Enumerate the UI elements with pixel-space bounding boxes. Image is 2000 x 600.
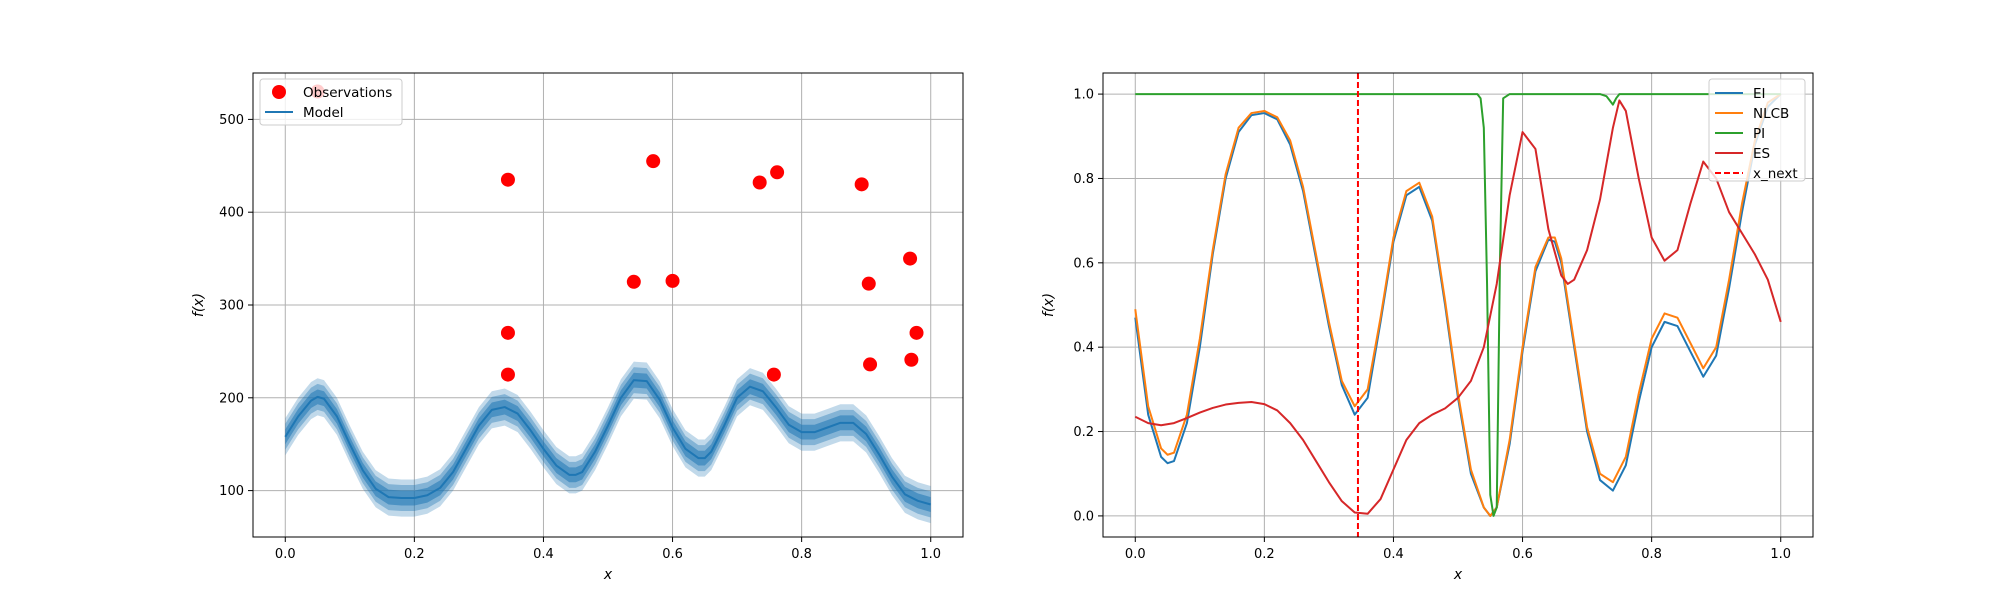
acquisition-plot-legend: EI NLCB PI ES x_next: [1708, 78, 1806, 182]
y-tick-label: 0.4: [1073, 341, 1094, 356]
nlcb-curve: [1134, 93, 1782, 517]
x-tick-label: 1.0: [920, 547, 941, 562]
observation-point: [904, 352, 919, 367]
observation-point: [500, 367, 515, 382]
acquisition-plot-y-axis-label: f(x): [1041, 293, 1057, 317]
legend-observations-marker: [272, 85, 286, 99]
x-tick-label: 0.0: [1125, 547, 1146, 562]
model-plot-grid: [253, 73, 963, 537]
acquisition-plot-x-axis-label: x: [1453, 567, 1463, 583]
acquisition-plot-y-ticks: 0.0 0.2 0.4 0.6 0.8 1.0: [1073, 88, 1103, 524]
acquisition-plot-grid: [1103, 73, 1813, 537]
acquisition-plot-legend-box: [1708, 78, 1806, 182]
legend-x-next-label: x_next: [1753, 166, 1798, 182]
model-plot: 0.0 0.2 0.4 0.6 0.8 1.0 100 200 300 400 500 x f(x…: [191, 72, 964, 583]
observation-point: [903, 251, 918, 266]
observation-point: [500, 172, 515, 187]
observation-point: [770, 165, 785, 180]
x-tick-label: 0.0: [275, 547, 296, 562]
observation-point: [752, 175, 767, 190]
model-plot-y-ticks: 100 200 300 400 500: [219, 113, 253, 499]
observation-point: [500, 325, 515, 340]
x-tick-label: 0.6: [1512, 547, 1533, 562]
x-tick-label: 0.2: [1254, 547, 1275, 562]
observation-point: [861, 276, 876, 291]
x-tick-label: 1.0: [1770, 547, 1791, 562]
es-curve: [1134, 99, 1782, 515]
observation-point: [626, 274, 641, 289]
x-tick-label: 0.8: [791, 547, 812, 562]
model-plot-legend-box: [259, 78, 403, 126]
x-tick-label: 0.8: [1641, 547, 1662, 562]
model-plot-lines: [284, 379, 932, 506]
y-tick-label: 0.8: [1073, 172, 1094, 187]
observation-point: [646, 154, 661, 169]
acquisition-plot-frame: [1102, 72, 1814, 538]
observation-point: [909, 325, 924, 340]
pi-curve: [1135, 93, 1781, 517]
observation-point: [665, 273, 680, 288]
acquisition-plot-lines: [1134, 73, 1782, 537]
x-tick-label: 0.2: [404, 547, 425, 562]
y-tick-label: 1.0: [1073, 88, 1094, 103]
x-tick-label: 0.4: [533, 547, 554, 562]
y-tick-label: 500: [219, 113, 244, 128]
model-mean-line: [284, 379, 932, 506]
legend-es-label: ES: [1753, 146, 1770, 162]
acquisition-plot: 0.0 0.2 0.4 0.6 0.8 1.0 0.00.20.40.60.81.0 x …: [1041, 72, 1814, 583]
model-plot-x-axis-label: x: [603, 567, 613, 583]
legend-observations-label: Observations: [303, 85, 392, 101]
model-confidence-band: [285, 372, 931, 512]
y-tick-label: 0.2: [1073, 425, 1094, 440]
y-tick-label: 200: [219, 391, 244, 406]
legend-pi-label: PI: [1753, 126, 1765, 142]
y-tick-label: 400: [219, 206, 244, 221]
y-tick-label: 0.0: [1073, 509, 1094, 524]
legend-model-label: Model: [303, 105, 344, 121]
y-tick-label: 0.6: [1073, 256, 1094, 271]
acquisition-plot-x-ticks: 0.0 0.2 0.4 0.6 0.8 1.0: [1125, 537, 1791, 562]
legend-nlcb-label: NLCB: [1753, 106, 1789, 122]
model-plot-x-ticks: 0.0 0.2 0.4 0.6 0.8 1.0: [275, 537, 941, 562]
x-tick-label: 0.6: [662, 547, 683, 562]
observation-point: [854, 177, 869, 192]
model-plot-legend: Observations Model: [259, 78, 403, 126]
model-plot-y-axis-label: f(x): [191, 293, 207, 317]
observation-point: [766, 367, 781, 382]
y-tick-label: 100: [219, 484, 244, 499]
x-tick-label: 0.4: [1383, 547, 1404, 562]
y-tick-label: 300: [219, 299, 244, 314]
legend-ei-label: EI: [1753, 86, 1766, 102]
observation-point: [863, 357, 878, 372]
